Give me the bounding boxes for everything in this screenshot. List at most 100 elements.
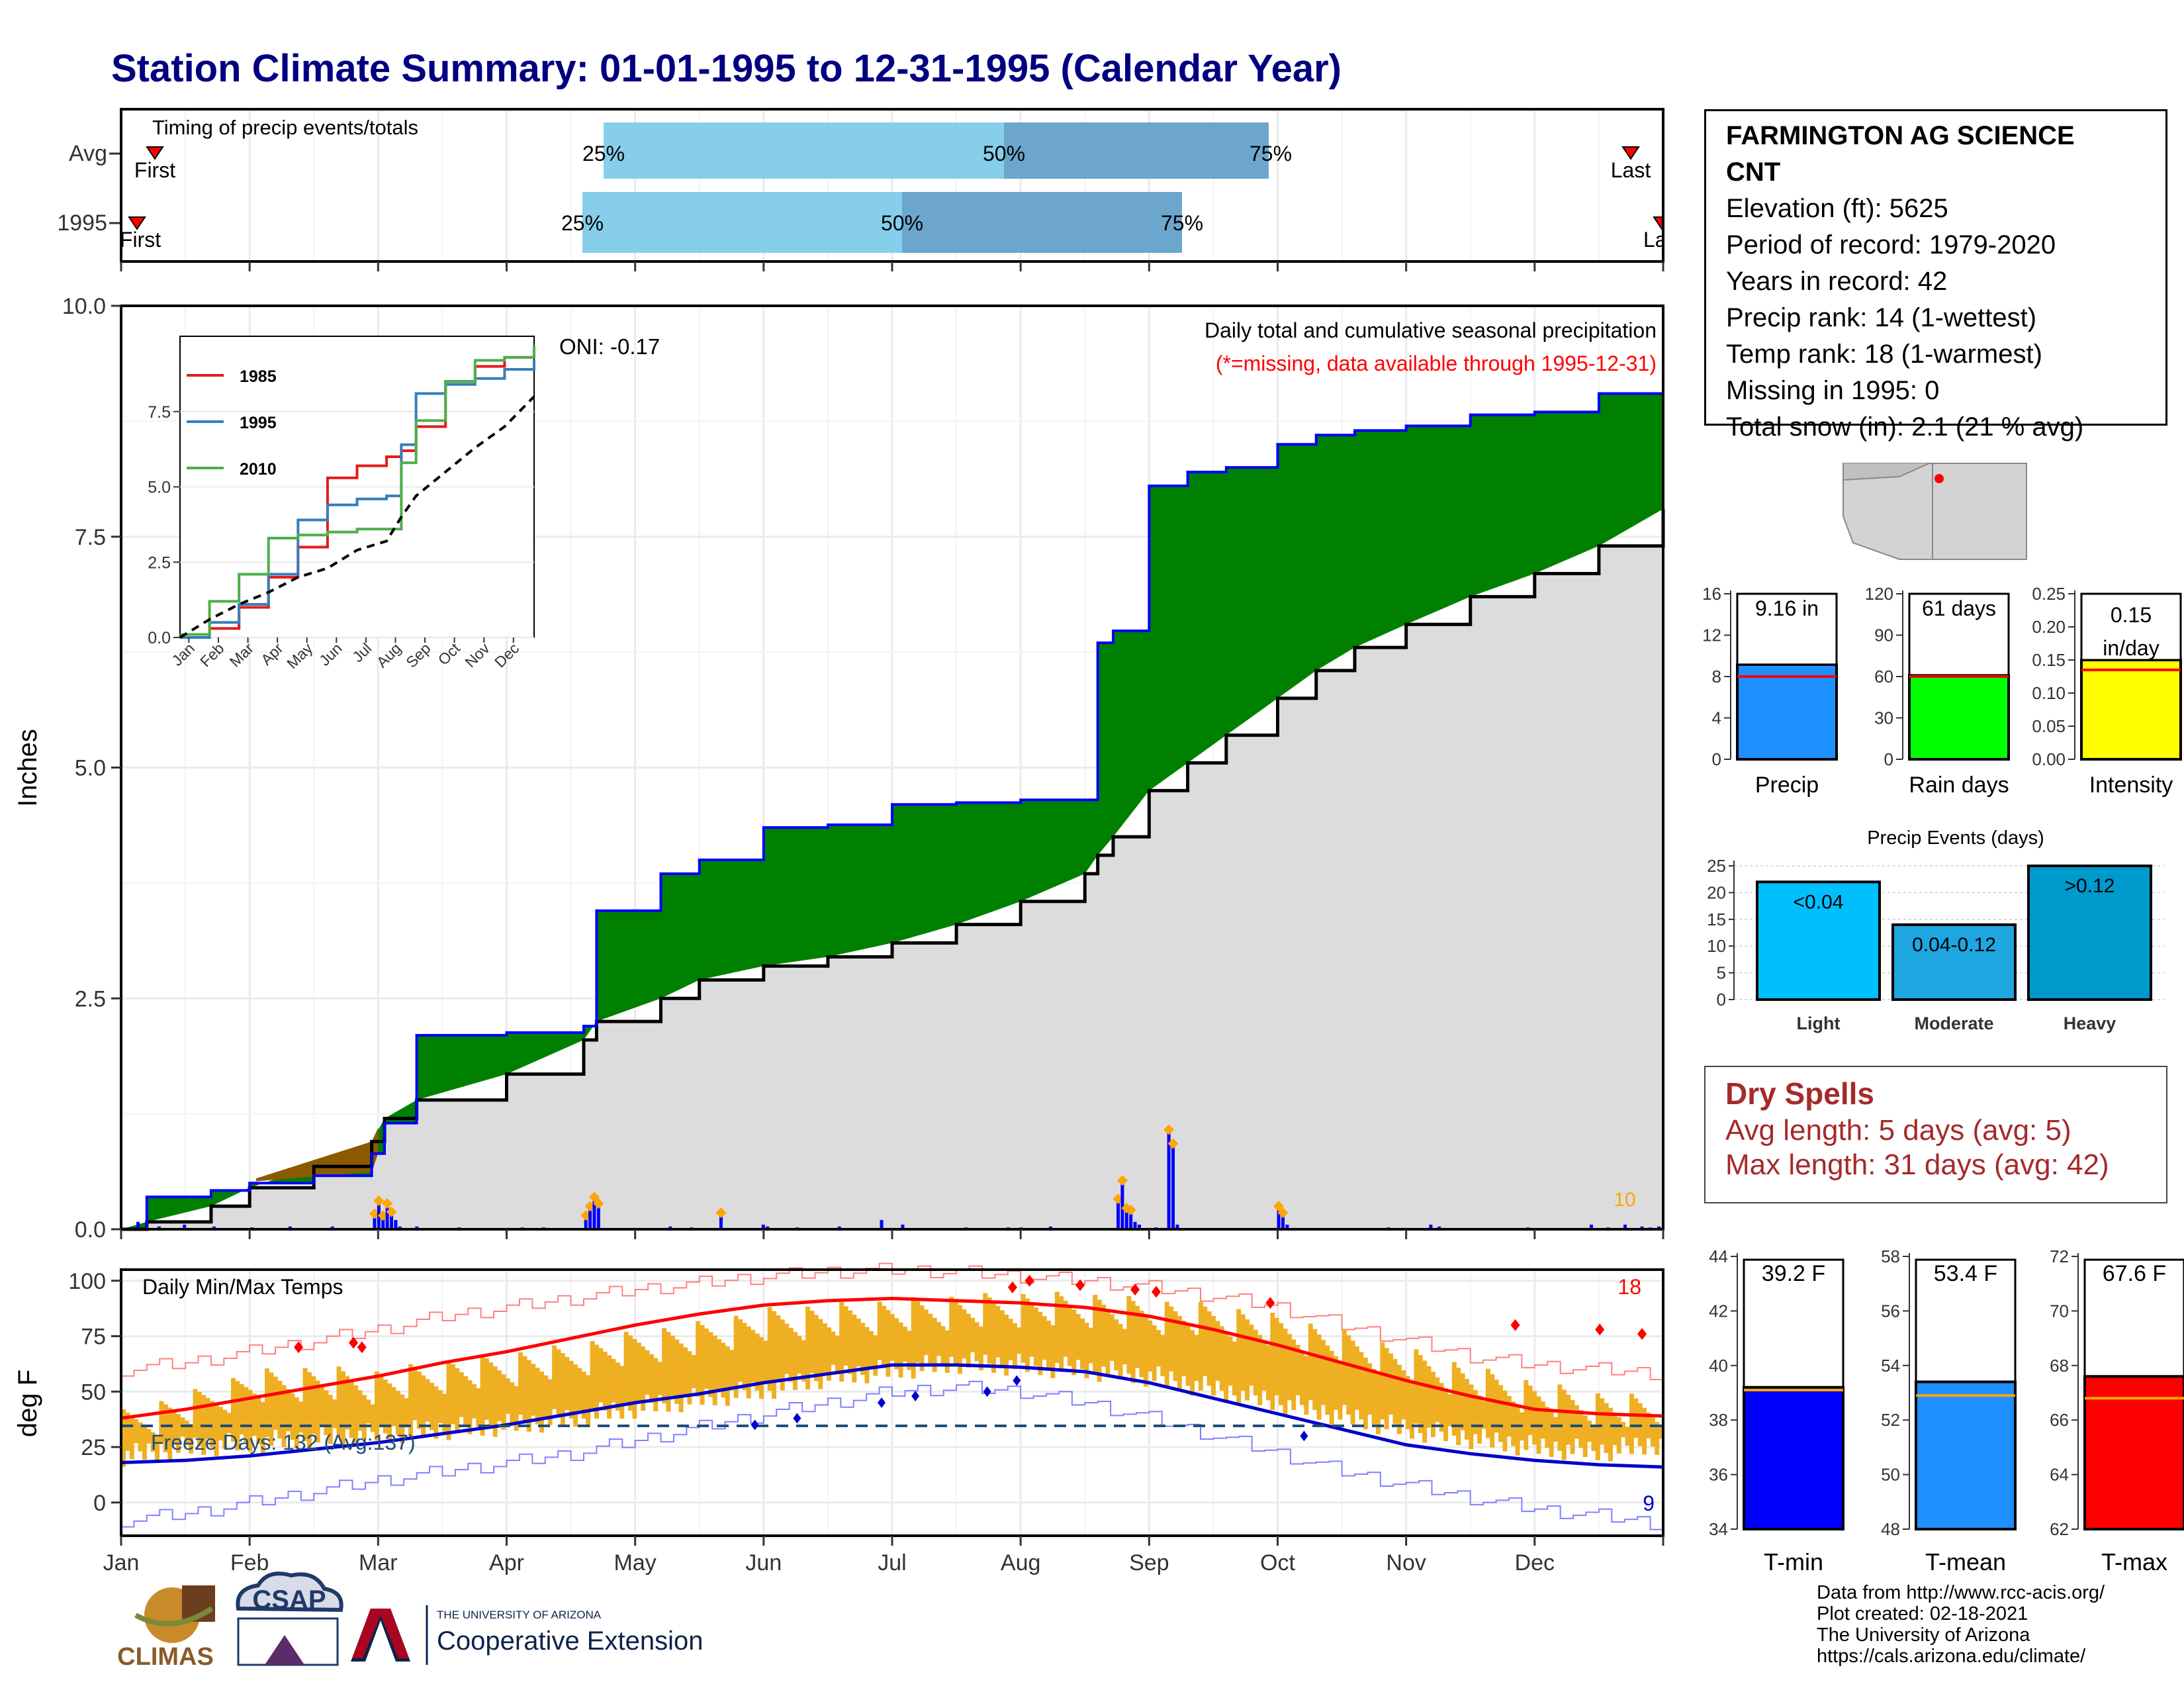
station-info-box: FARMINGTON AG SCIENCE CNT Elevation (ft)… [1704, 109, 2167, 442]
daily-precip-bar [1589, 1225, 1593, 1229]
daily-temp-bar [615, 1362, 620, 1411]
station-missing: Missing in 1995: 0 [1726, 376, 1940, 405]
daily-temp-bar [1177, 1315, 1182, 1391]
hot-days-count: 18 [1617, 1275, 1641, 1299]
avg-row-label: Avg [69, 141, 107, 166]
daily-temp-bar [248, 1389, 253, 1452]
y1995-first-marker [128, 216, 146, 230]
daily-temp-bar [125, 1412, 130, 1451]
daily-temp-bar [1600, 1398, 1605, 1445]
station-snow: Total snow (in): 2.1 (21 % avg) [1726, 412, 2084, 442]
heavy-event-marker [1277, 1207, 1289, 1219]
intensity-ytick-label: 0.25 [2032, 584, 2066, 604]
avg-25-50-bar [604, 122, 1004, 179]
climas-logo: CLIMAS [117, 1585, 215, 1671]
daily-temp-bar [1130, 1301, 1136, 1383]
daily-temp-bar [210, 1401, 215, 1448]
daily-temp-bar [742, 1323, 747, 1391]
daily-temp-bar [700, 1325, 705, 1405]
daily-temp-bar [375, 1371, 379, 1441]
daily-temp-bar [556, 1349, 561, 1418]
daily-temp-bar [751, 1330, 756, 1383]
daily-temp-bar [450, 1364, 455, 1425]
daily-temp-bar [1545, 1407, 1550, 1448]
record-high-marker [349, 1336, 359, 1349]
daily-temp-bar [285, 1389, 291, 1432]
daily-temp-bar [1164, 1301, 1169, 1386]
daily-temp-bar [476, 1387, 481, 1427]
daily-temp-bar [1169, 1306, 1174, 1372]
daily-temp-bar [1084, 1323, 1089, 1379]
precip-events-chart: Precip Events (days) 0 5 10 15 20 25 <0.04 Ligh… [1707, 827, 2164, 1033]
daily-temp-bar [1494, 1380, 1499, 1433]
daily-temp-bar [831, 1331, 836, 1365]
y1995-p50-label: 50% [881, 211, 923, 235]
daily-temp-bar [1156, 1330, 1161, 1367]
daily-temp-bar [150, 1432, 156, 1452]
record-high-marker [1637, 1328, 1647, 1340]
daily-temp-bar [1261, 1340, 1267, 1391]
inset-series-2010 [180, 345, 535, 636]
daily-temp-bar [395, 1391, 400, 1435]
daily-temp-bar [531, 1364, 536, 1416]
daily-temp-bar [729, 1350, 735, 1390]
daily-temp-bar [543, 1375, 549, 1417]
precip-ytick-label: 16 [1702, 584, 1721, 604]
daily-temp-bar [1587, 1421, 1592, 1442]
daily-temp-bar [957, 1305, 962, 1374]
daily-precip-bar [1116, 1201, 1120, 1229]
tbar-ytick-label: 64 [2050, 1465, 2069, 1485]
daily-temp-bar [244, 1387, 249, 1443]
inset-legend-1985: 1985 [240, 367, 277, 386]
dry-spells-box: Dry Spells Avg length: 5 days (avg: 5) M… [1704, 1066, 2167, 1203]
average-cumulative-line [121, 508, 1665, 1231]
daily-temp-bar [311, 1376, 316, 1434]
daily-temp-bar [269, 1372, 274, 1446]
daily-temp-bar [302, 1368, 308, 1442]
daily-temp-bar [670, 1335, 675, 1396]
daily-temp-bar [421, 1375, 426, 1438]
daily-temp-bar [1122, 1329, 1127, 1365]
daily-precip-bar [1171, 1146, 1175, 1229]
credit-university: The University of Arizona [1817, 1624, 2030, 1646]
raindays-ytick-label: 0 [1884, 749, 1893, 769]
daily-temp-bar [1152, 1325, 1157, 1382]
daily-precip-bar [212, 1226, 216, 1229]
tbar-ytick-label: 38 [1709, 1410, 1728, 1430]
daily-temp-bar [983, 1293, 988, 1355]
daily-precip-bar [1657, 1226, 1661, 1229]
precip-legend-title: Daily total and cumulative seasonal prec… [1205, 318, 1657, 342]
daily-temp-bar [547, 1379, 553, 1425]
daily-temp-bar [607, 1355, 612, 1419]
month-label-apr: Apr [489, 1550, 524, 1575]
daily-temp-bar [1621, 1422, 1626, 1438]
daily-temp-bar [522, 1356, 527, 1424]
inset-legend-2010: 2010 [240, 460, 277, 479]
daily-temp-bar [1249, 1325, 1254, 1386]
daily-temp-bar [911, 1297, 916, 1379]
month-label-jan: Jan [103, 1550, 140, 1575]
daily-temp-bar [1283, 1329, 1288, 1415]
daily-temp-bar [966, 1313, 971, 1368]
daily-temp-bar [425, 1379, 430, 1422]
daily-temp-bar [1109, 1314, 1115, 1361]
daily-temp-bar [290, 1393, 295, 1440]
daily-temp-bar [1422, 1360, 1428, 1443]
daily-temp-bar [962, 1309, 967, 1359]
daily-temp-bar [882, 1305, 887, 1369]
inset-ytick-label: 5.0 [148, 479, 171, 497]
daily-temp-bar [801, 1340, 806, 1382]
intensity-unit-label: in/day [2103, 636, 2159, 660]
record-high-marker [1151, 1286, 1161, 1298]
daily-precip-bar [1120, 1183, 1124, 1229]
daily-temp-bar [1473, 1389, 1478, 1434]
daily-temp-bar [129, 1415, 134, 1460]
daily-temp-bar [1456, 1368, 1461, 1446]
daily-temp-bar [797, 1336, 802, 1374]
tbar-ytick-label: 44 [1709, 1246, 1728, 1266]
daily-temp-bar [792, 1332, 797, 1390]
daily-temp-bar [1046, 1321, 1051, 1370]
daily-temp-bar [577, 1368, 582, 1411]
daily-temp-bar [641, 1346, 646, 1411]
daily-temp-bar [602, 1352, 608, 1411]
